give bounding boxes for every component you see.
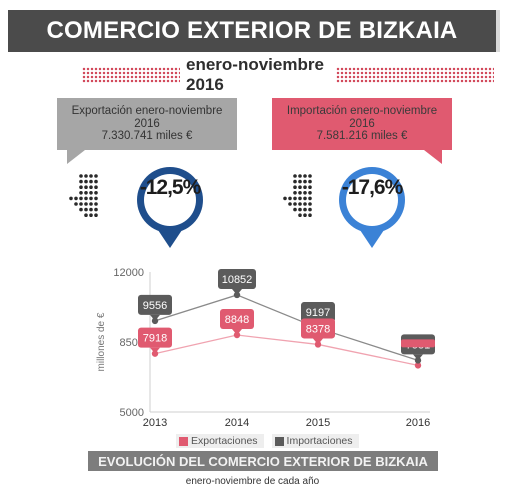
- export-summary-box: Exportación enero-noviembre 2016 7.330.7…: [57, 98, 237, 150]
- x-tick-label: 2014: [225, 417, 249, 429]
- legend-item-imports: Importaciones: [271, 434, 359, 448]
- chart-title: EVOLUCIÓN DEL COMERCIO EXTERIOR DE BIZKA…: [88, 451, 438, 471]
- data-label: 10852: [218, 268, 256, 295]
- export-amount: 7.330.741 miles €: [101, 130, 193, 143]
- data-point-imports: [233, 291, 241, 299]
- legend-swatch-imports: [274, 436, 284, 446]
- import-summary-box: Importación enero-noviembre 2016 7.581.2…: [272, 98, 452, 150]
- x-tick-label: 2013: [143, 417, 167, 429]
- data-label: 9556: [138, 294, 172, 321]
- series-line-exports: [154, 334, 419, 367]
- series-line-imports: [154, 294, 419, 361]
- legend-swatch-exports: [179, 436, 188, 446]
- import-box-tail: [424, 150, 442, 164]
- export-title: Exportación enero-noviembre: [71, 105, 223, 118]
- svg-text:7918: 7918: [143, 333, 167, 345]
- data-point-imports: [151, 317, 159, 325]
- legend-label-exports: Exportaciones: [191, 435, 258, 447]
- export-change-value: -12,5%: [139, 176, 202, 199]
- down-arrow-dots-icon: [283, 174, 312, 217]
- import-title: Importación enero-noviembre: [286, 105, 438, 118]
- export-box-tail: [67, 150, 85, 164]
- data-point-exports: [414, 362, 422, 369]
- period-banner: enero-noviembre 2016: [82, 55, 494, 94]
- legend-label-imports: Importaciones: [286, 435, 353, 447]
- data-label: 7918: [138, 327, 172, 354]
- data-point-imports: [414, 357, 422, 364]
- y-tick-label: 5000: [120, 407, 144, 419]
- trade-line-chart: 5000 8500 12000 millones de € 2013 2014 2015 20…: [96, 267, 435, 429]
- data-label: 8378: [301, 318, 335, 345]
- data-point-exports: [151, 350, 159, 357]
- export-change-badge: -12,5%: [134, 164, 206, 250]
- svg-text:9197: 9197: [306, 307, 330, 319]
- percent-circle-icon: [339, 167, 405, 248]
- data-label: 8848: [220, 309, 254, 336]
- svg-text:8848: 8848: [225, 314, 249, 326]
- export-year: 2016: [134, 117, 160, 130]
- import-year: 2016: [349, 117, 375, 130]
- y-axis-label: millones de €: [96, 312, 107, 371]
- y-tick-label: 12000: [113, 267, 144, 279]
- chart-legend: Exportaciones Importaciones: [176, 434, 359, 448]
- page-title: COMERCIO EXTERIOR DE BIZKAIA: [8, 10, 500, 52]
- decorative-dots-right: [336, 67, 494, 83]
- period-label: enero-noviembre 2016: [186, 55, 324, 94]
- import-change-value: -17,6%: [341, 176, 404, 199]
- x-tick-label: 2015: [306, 417, 330, 429]
- chart-subtitle: enero-noviembre de cada año: [185, 476, 320, 487]
- percent-circle-icon: [137, 167, 203, 248]
- down-arrow-dots-icon: [69, 174, 98, 217]
- legend-item-exports: Exportaciones: [176, 434, 264, 448]
- y-tick-label: 8500: [120, 337, 144, 349]
- import-amount: 7.581.216 miles €: [316, 130, 408, 143]
- decorative-dots-left: [82, 67, 180, 83]
- data-label-exports-2016: [401, 339, 435, 348]
- import-change-badge: -17,6%: [336, 164, 408, 250]
- x-tick-label: 2016: [406, 417, 430, 429]
- svg-text:10852: 10852: [222, 274, 253, 286]
- svg-text:8378: 8378: [306, 323, 330, 335]
- svg-text:9556: 9556: [143, 300, 167, 312]
